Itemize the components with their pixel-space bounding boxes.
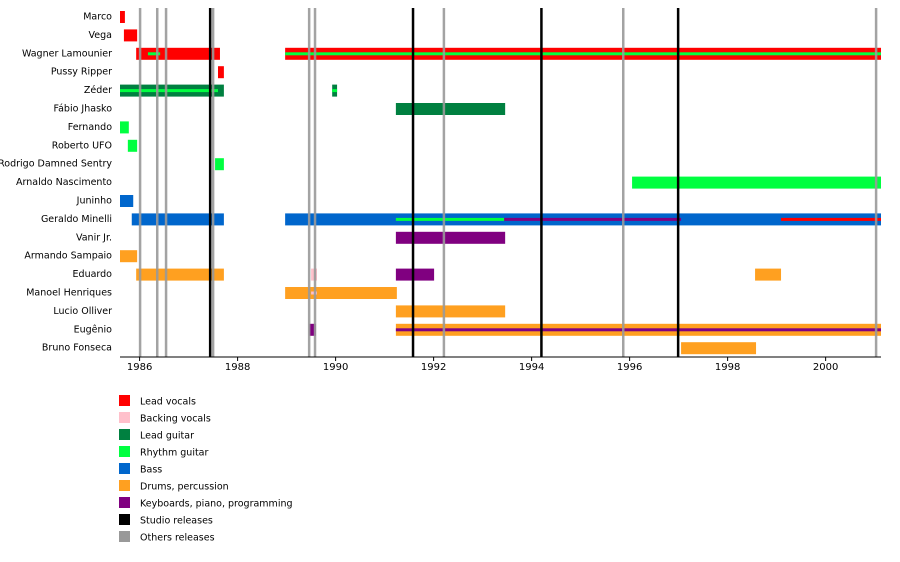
x-tick-label: 1988 <box>225 362 250 373</box>
member-label: Eduardo <box>73 269 113 280</box>
member-stripe <box>120 89 219 93</box>
member-label: Marco <box>83 12 112 23</box>
legend-swatch <box>119 480 130 491</box>
member-bar <box>127 139 138 152</box>
x-tick-label: 1994 <box>519 362 544 373</box>
legend-label: Backing vocals <box>140 414 211 425</box>
member-label: Geraldo Minelli <box>41 214 112 225</box>
legend-label: Rhythm guitar <box>140 448 209 459</box>
legend-swatch <box>119 429 130 440</box>
legend-label: Bass <box>140 465 162 476</box>
member-stripe <box>395 217 505 221</box>
member-stripe <box>285 52 882 56</box>
legend-swatch <box>119 531 130 542</box>
member-bar <box>395 268 435 281</box>
member-stripe <box>781 217 881 221</box>
x-tick-label: 1990 <box>323 362 348 373</box>
member-bar <box>120 121 129 134</box>
member-bar <box>755 268 782 281</box>
member-bar <box>120 195 134 207</box>
legend-swatch <box>119 412 130 423</box>
legend-label: Lead vocals <box>140 397 196 408</box>
member-bar <box>120 250 138 263</box>
member-bar <box>285 287 397 299</box>
member-bar <box>395 103 506 115</box>
member-bar <box>131 213 224 226</box>
member-bar <box>395 305 506 318</box>
legend-label: Drums, percussion <box>140 482 229 493</box>
member-label: Manoel Henriques <box>26 288 112 299</box>
member-label: Zéder <box>84 85 112 96</box>
member-label: Juninho <box>76 196 113 207</box>
member-stripe <box>395 328 881 332</box>
x-tick-label: 1996 <box>617 362 642 373</box>
member-label: Roberto UFO <box>52 140 112 151</box>
x-tick-label: 2000 <box>813 362 838 373</box>
member-bar <box>681 342 757 355</box>
member-bar <box>395 231 506 244</box>
x-tick-label: 1998 <box>715 362 740 373</box>
member-label: Lucio Olliver <box>53 306 112 317</box>
member-bar <box>120 11 125 23</box>
member-bar <box>123 29 138 42</box>
legend-label: Others releases <box>140 533 215 544</box>
member-stripe <box>332 89 338 93</box>
member-bar <box>218 66 224 79</box>
legend-label: Studio releases <box>140 516 213 527</box>
member-bar <box>309 323 317 336</box>
legend-label: Keyboards, piano, programming <box>140 499 293 510</box>
member-label: Fernando <box>68 122 112 133</box>
member-label: Eugênio <box>74 324 113 335</box>
member-bar <box>632 176 881 189</box>
member-label: Wagner Lamounier <box>22 48 112 59</box>
member-stripe <box>504 217 682 221</box>
member-label: Fábio Jhasko <box>54 104 113 115</box>
legend-swatch <box>119 463 130 474</box>
member-stripe <box>147 52 161 56</box>
legend-swatch <box>119 514 130 525</box>
legend-swatch <box>119 446 130 457</box>
member-label: Bruno Fonseca <box>42 343 112 354</box>
member-label: Arnaldo Nascimento <box>16 177 112 188</box>
member-label: Vanir Jr. <box>76 232 112 243</box>
member-bar <box>215 158 224 171</box>
x-tick-label: 1992 <box>421 362 446 373</box>
x-tick-label: 1986 <box>127 362 152 373</box>
member-label: Vega <box>89 30 112 41</box>
member-label: Pussy Ripper <box>51 67 112 78</box>
legend-swatch <box>119 497 130 508</box>
member-label: Rodrigo Damned Sentry <box>0 159 112 170</box>
legend-swatch <box>119 395 130 406</box>
legend-label: Lead guitar <box>140 431 194 442</box>
member-label: Armando Sampaio <box>24 251 112 262</box>
